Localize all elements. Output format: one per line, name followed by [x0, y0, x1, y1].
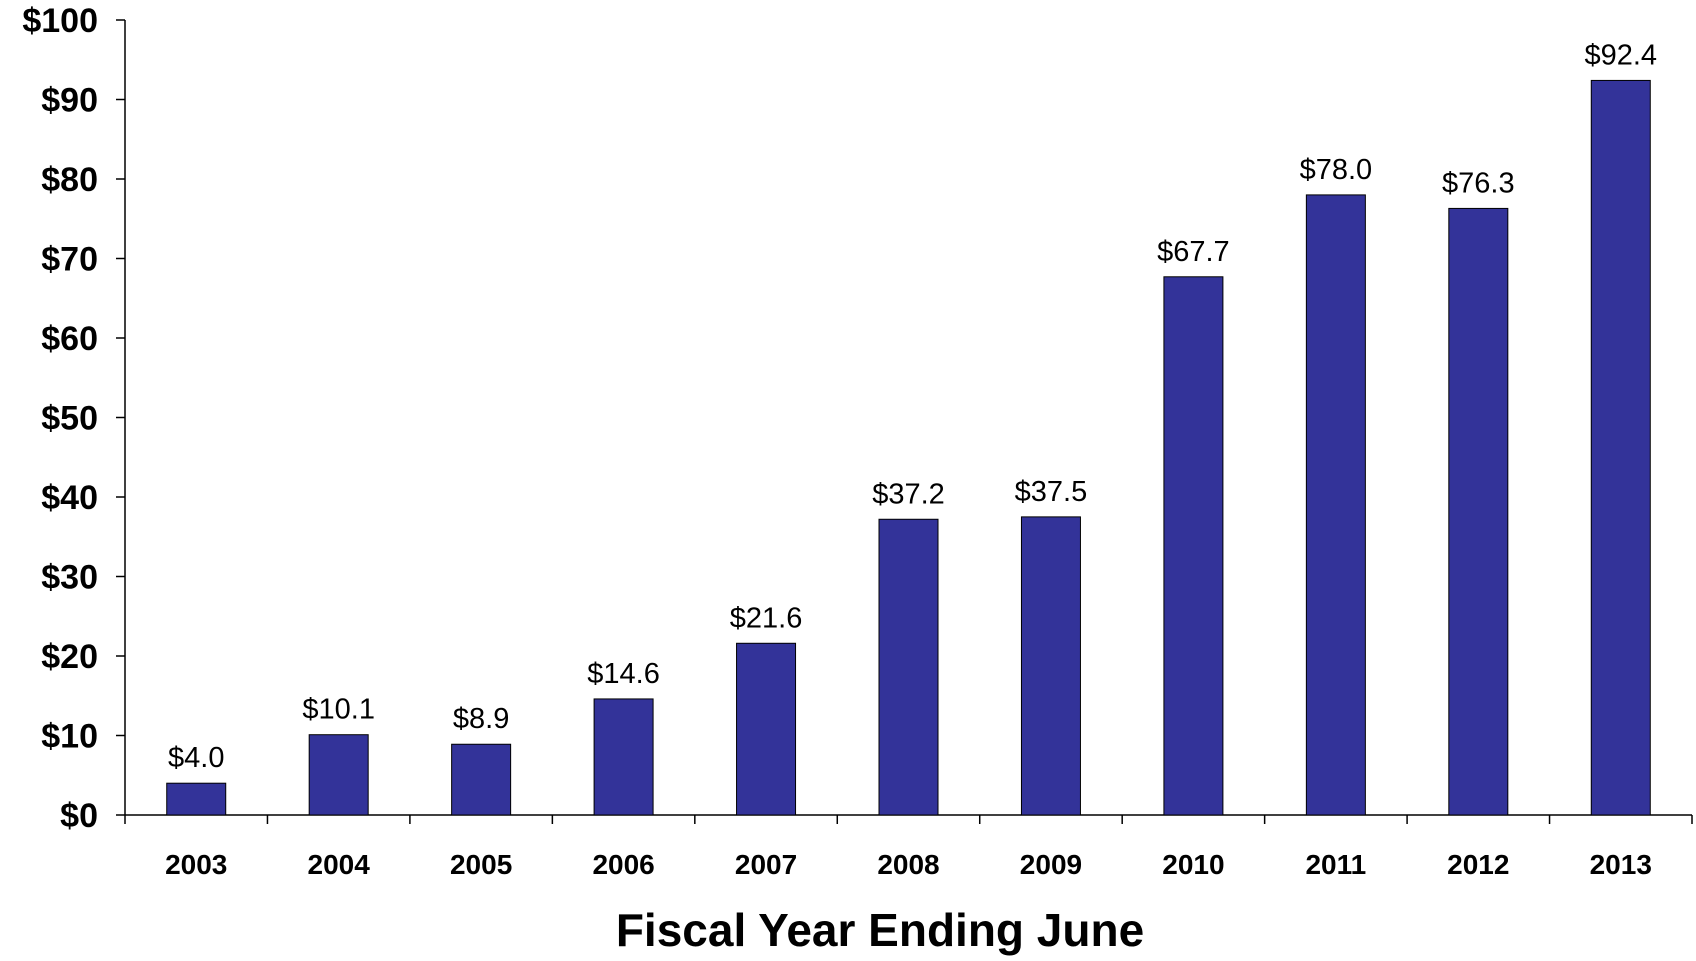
bar [593, 698, 654, 816]
bar [1163, 276, 1224, 816]
x-tick-label: 2012 [1447, 849, 1509, 880]
bar [308, 734, 369, 816]
x-axis-title: Fiscal Year Ending June [616, 904, 1144, 956]
x-tick-label: 2003 [165, 849, 227, 880]
data-label: $4.0 [168, 742, 224, 774]
bar [1305, 194, 1366, 816]
x-tick-label: 2011 [1305, 849, 1366, 880]
x-tick-label: 2009 [1020, 849, 1082, 880]
y-tick-label: $10 [41, 718, 98, 756]
bar [1448, 207, 1509, 816]
y-tick-label: $50 [41, 400, 98, 438]
x-axis: 2003 2004 2005 2006 2007 2008 2009 2010 2011 2012… [124, 814, 1693, 880]
y-tick-label: $70 [41, 241, 98, 279]
y-tick-label: $20 [41, 638, 98, 676]
x-tick-label: 2007 [735, 849, 797, 880]
bar [1020, 516, 1081, 816]
x-tick-label: 2004 [308, 849, 371, 880]
y-tick-label: $60 [41, 320, 98, 358]
y-axis: $0 $10 $20 $30 $40 $50 $60 $70 $80 $90 $100 [22, 2, 126, 835]
x-tick-label: 2008 [877, 849, 939, 880]
data-label: $76.3 [1442, 167, 1515, 199]
data-label: $37.5 [1015, 476, 1088, 508]
data-label: $10.1 [302, 694, 375, 726]
data-labels: $4.0 $10.1 $8.9 $14.6 $21.6 $37.2 $37.5 $67.7 $7… [168, 39, 1657, 774]
data-label: $78.0 [1300, 154, 1373, 186]
data-label: $37.2 [872, 478, 945, 510]
bar [166, 782, 227, 816]
y-tick-label: $80 [41, 161, 98, 199]
bars [166, 79, 1651, 816]
x-tick-label: 2006 [592, 849, 654, 880]
bar [1590, 79, 1651, 816]
y-tick-label: $100 [22, 2, 98, 40]
y-tick-label: $30 [41, 559, 98, 597]
y-tick-label: $0 [60, 797, 98, 835]
data-label: $67.7 [1157, 236, 1230, 268]
y-tick-label: $90 [41, 82, 98, 120]
x-tick-label: 2005 [450, 849, 512, 880]
data-label: $14.6 [587, 658, 660, 690]
bar [451, 743, 512, 816]
y-tick-label: $40 [41, 479, 98, 517]
data-label: $92.4 [1584, 39, 1657, 71]
bar [736, 642, 797, 816]
data-label: $8.9 [453, 703, 509, 735]
data-label: $21.6 [730, 602, 803, 634]
bar [878, 518, 939, 816]
x-tick-label: 2013 [1590, 849, 1652, 880]
x-tick-label: 2010 [1162, 849, 1224, 880]
